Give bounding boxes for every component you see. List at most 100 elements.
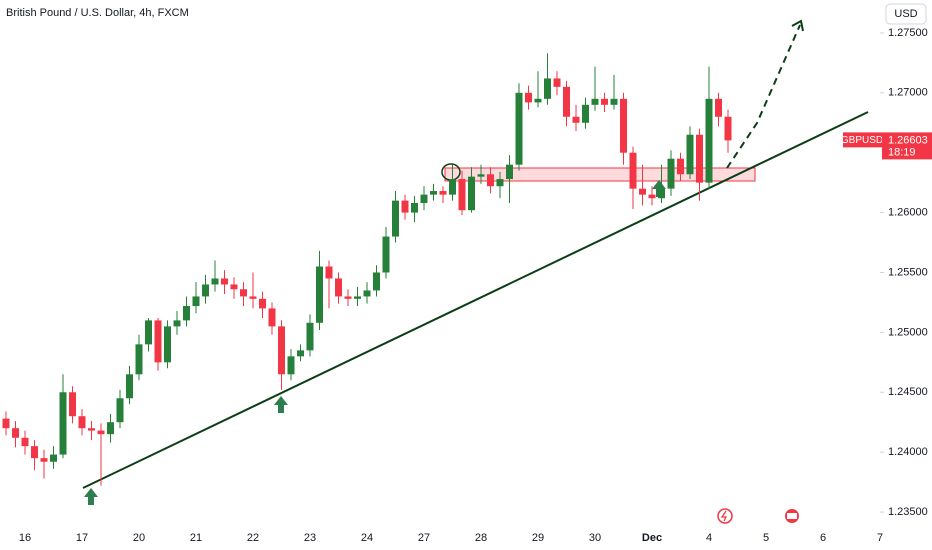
y-tick-label: 1.24500 bbox=[888, 386, 928, 398]
candle-body bbox=[211, 278, 219, 285]
y-tick-label: 1.26000 bbox=[888, 207, 928, 219]
candle-body bbox=[344, 296, 352, 299]
candle-body bbox=[373, 272, 380, 291]
candle-body bbox=[354, 296, 361, 299]
x-tick-label: Dec bbox=[642, 532, 662, 544]
candle-body bbox=[316, 266, 323, 323]
candle-body bbox=[31, 446, 38, 459]
chart-title: British Pound / U.S. Dollar, 4h, FXCM bbox=[6, 7, 189, 19]
candle-body bbox=[629, 152, 637, 189]
candle-body bbox=[12, 428, 19, 438]
candle-body bbox=[69, 392, 76, 417]
candle-body bbox=[40, 458, 48, 462]
x-tick-label: 4 bbox=[706, 532, 712, 544]
candle-body bbox=[686, 134, 694, 175]
symbol-tag bbox=[843, 132, 882, 148]
candle-body bbox=[639, 188, 646, 195]
up-arrow bbox=[84, 488, 98, 505]
candle-body bbox=[126, 374, 133, 399]
candle-body bbox=[145, 320, 152, 345]
y-tick-label: 1.24000 bbox=[888, 446, 928, 458]
candle-body bbox=[401, 200, 409, 213]
candle-body bbox=[553, 78, 561, 87]
up-arrows bbox=[84, 180, 666, 505]
candle-body bbox=[382, 236, 390, 273]
x-tick-label: 29 bbox=[532, 532, 544, 544]
candle-body bbox=[192, 296, 200, 307]
projection-path bbox=[726, 24, 801, 169]
currency-button[interactable]: USD bbox=[885, 3, 927, 25]
candle-body bbox=[582, 104, 589, 123]
candle-body bbox=[116, 398, 124, 423]
candle-body bbox=[610, 98, 618, 105]
candle-body bbox=[2, 418, 10, 429]
currency-label[interactable]: USD bbox=[894, 8, 917, 20]
candle-body bbox=[487, 174, 494, 187]
candle-body bbox=[658, 188, 665, 199]
candle-body bbox=[420, 194, 428, 204]
candle-body bbox=[544, 78, 551, 99]
symbol-label: GBPUSD bbox=[841, 135, 883, 146]
candle-body bbox=[430, 191, 437, 195]
price-tag: GBPUSD 1.26603 18:19 bbox=[841, 132, 932, 160]
candle-body bbox=[297, 350, 304, 357]
x-tick-label: 16 bbox=[19, 532, 31, 544]
up-arrow bbox=[652, 180, 666, 197]
candle-body bbox=[724, 116, 732, 141]
x-tick-label: 28 bbox=[475, 532, 487, 544]
x-tick-label: 17 bbox=[76, 532, 88, 544]
candle-body bbox=[202, 284, 209, 297]
x-tick-label: 5 bbox=[763, 532, 769, 544]
candle-body bbox=[439, 191, 447, 195]
trend-line bbox=[82, 111, 869, 489]
candle-body bbox=[363, 290, 371, 297]
candle-body bbox=[525, 92, 532, 103]
candle-body bbox=[240, 289, 247, 297]
candle-body bbox=[306, 322, 314, 351]
y-tick-label: 1.25000 bbox=[888, 326, 928, 338]
x-tick-label: 20 bbox=[133, 532, 145, 544]
candle-body bbox=[468, 176, 475, 211]
projection-arrowhead bbox=[791, 19, 804, 32]
countdown: 18:19 bbox=[888, 146, 916, 158]
currency-button-box[interactable] bbox=[885, 3, 927, 25]
x-tick-label: 27 bbox=[418, 532, 430, 544]
candle-body bbox=[601, 98, 608, 105]
candle-body bbox=[620, 98, 627, 153]
candle-body bbox=[88, 428, 95, 431]
candle-body bbox=[249, 296, 257, 299]
x-tick-label: 21 bbox=[190, 532, 202, 544]
candle-body bbox=[572, 116, 580, 123]
x-tick-label: 30 bbox=[589, 532, 601, 544]
last-price: 1.26603 bbox=[888, 134, 928, 146]
candle-body bbox=[392, 200, 399, 237]
candle-body bbox=[59, 392, 67, 455]
candle-body bbox=[268, 308, 276, 327]
candle-body bbox=[278, 326, 285, 375]
candle-body bbox=[154, 320, 162, 363]
candle-body bbox=[705, 98, 713, 183]
y-tick-label: 1.25500 bbox=[888, 266, 928, 278]
x-tick-label: 22 bbox=[247, 532, 259, 544]
candle-body bbox=[173, 320, 181, 327]
candle-body bbox=[259, 298, 266, 309]
candle-body bbox=[677, 158, 684, 175]
y-tick-label: 1.23500 bbox=[888, 506, 928, 518]
up-arrow bbox=[274, 396, 288, 413]
candle-body bbox=[135, 344, 143, 375]
y-tick-label: 1.27000 bbox=[888, 87, 928, 99]
x-tick-label: 23 bbox=[304, 532, 316, 544]
candle-body bbox=[449, 179, 456, 195]
candle-body bbox=[164, 326, 171, 363]
candle-body bbox=[715, 98, 722, 117]
x-tick-label: 7 bbox=[877, 532, 883, 544]
candle-body bbox=[563, 86, 570, 117]
candle-body bbox=[534, 98, 542, 103]
event-icon-glyph bbox=[787, 513, 797, 519]
candle-body bbox=[515, 92, 523, 165]
candle-body bbox=[221, 278, 228, 285]
candle-body bbox=[21, 437, 29, 447]
candle-body bbox=[230, 284, 238, 290]
